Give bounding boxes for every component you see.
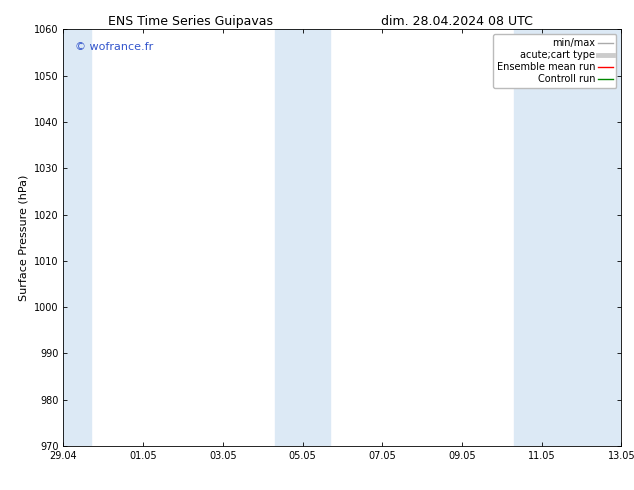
Legend: min/max, acute;cart type, Ensemble mean run, Controll run: min/max, acute;cart type, Ensemble mean … (493, 34, 616, 88)
Bar (514, 29, 621, 446)
Bar (63, 29, 91, 446)
Text: © wofrance.fr: © wofrance.fr (75, 42, 153, 52)
Bar (275, 29, 330, 446)
Y-axis label: Surface Pressure (hPa): Surface Pressure (hPa) (18, 174, 29, 301)
Text: dim. 28.04.2024 08 UTC: dim. 28.04.2024 08 UTC (380, 15, 533, 28)
Text: ENS Time Series Guipavas: ENS Time Series Guipavas (108, 15, 273, 28)
